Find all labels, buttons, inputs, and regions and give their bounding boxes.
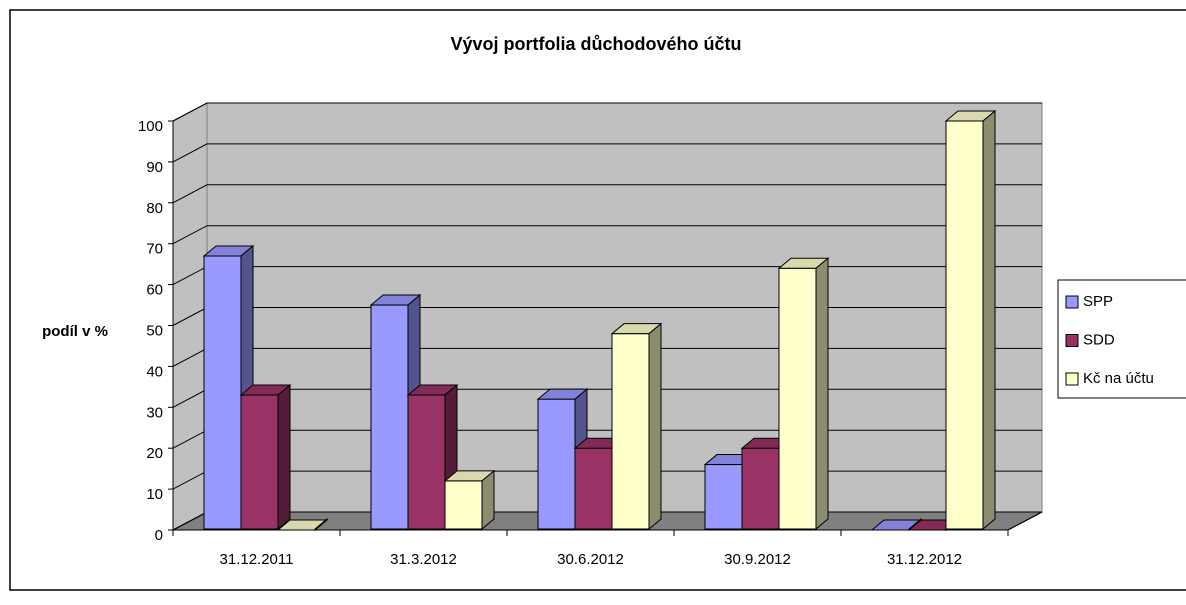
bar — [537, 398, 576, 530]
bar-side — [314, 517, 328, 532]
y-tick-label: 70 — [146, 241, 163, 258]
legend: SPP SDD Kč na účtu — [1057, 279, 1186, 399]
grid-line — [172, 184, 1042, 204]
legend-swatch — [1065, 295, 1079, 309]
bar-side — [277, 383, 291, 531]
y-tick-label: 30 — [146, 404, 163, 421]
bar — [240, 394, 279, 530]
x-tick-label: 31.12.2012 — [887, 551, 962, 568]
bar — [203, 255, 242, 530]
legend-label: Kč na účtu — [1083, 370, 1154, 387]
y-tick-label: 80 — [146, 200, 163, 217]
y-tick-label: 60 — [146, 282, 163, 299]
bar-side — [982, 109, 996, 531]
y-tick-label: 50 — [146, 322, 163, 339]
x-tick-label: 31.3.2012 — [390, 551, 457, 568]
bar — [704, 464, 743, 530]
y-tick-label: 90 — [146, 159, 163, 176]
bar — [407, 394, 446, 530]
legend-label: SDD — [1083, 331, 1115, 348]
x-axis-depth — [1007, 511, 1043, 531]
bar — [574, 447, 613, 530]
bar — [370, 304, 409, 530]
x-tick-label: 30.6.2012 — [557, 551, 624, 568]
bar — [611, 333, 650, 530]
y-tick-label: 0 — [155, 527, 163, 544]
x-tick-label: 31.12.2011 — [220, 551, 294, 568]
legend-swatch — [1065, 372, 1079, 386]
y-tick-label: 40 — [146, 363, 163, 380]
grid-line — [172, 102, 1042, 122]
y-tick-label: 10 — [146, 486, 163, 503]
y-tick-label: 20 — [146, 445, 163, 462]
chart-title: Vývoj portfolia důchodového účtu — [450, 34, 741, 54]
bar — [741, 447, 780, 530]
bar — [778, 267, 817, 530]
legend-swatch — [1065, 334, 1079, 347]
bar-side — [815, 257, 829, 531]
y-tick-label: 100 — [138, 118, 163, 135]
bar — [945, 120, 984, 530]
bar — [444, 480, 483, 530]
legend-box — [1057, 279, 1186, 399]
bar-side — [648, 322, 662, 531]
grid-line — [172, 143, 1042, 163]
y-axis-label: podíl v % — [42, 323, 108, 340]
grid-line — [172, 225, 1042, 245]
x-tick-label: 30.9.2012 — [724, 551, 791, 568]
bar-side — [481, 469, 495, 531]
legend-label: SPP — [1083, 293, 1113, 310]
